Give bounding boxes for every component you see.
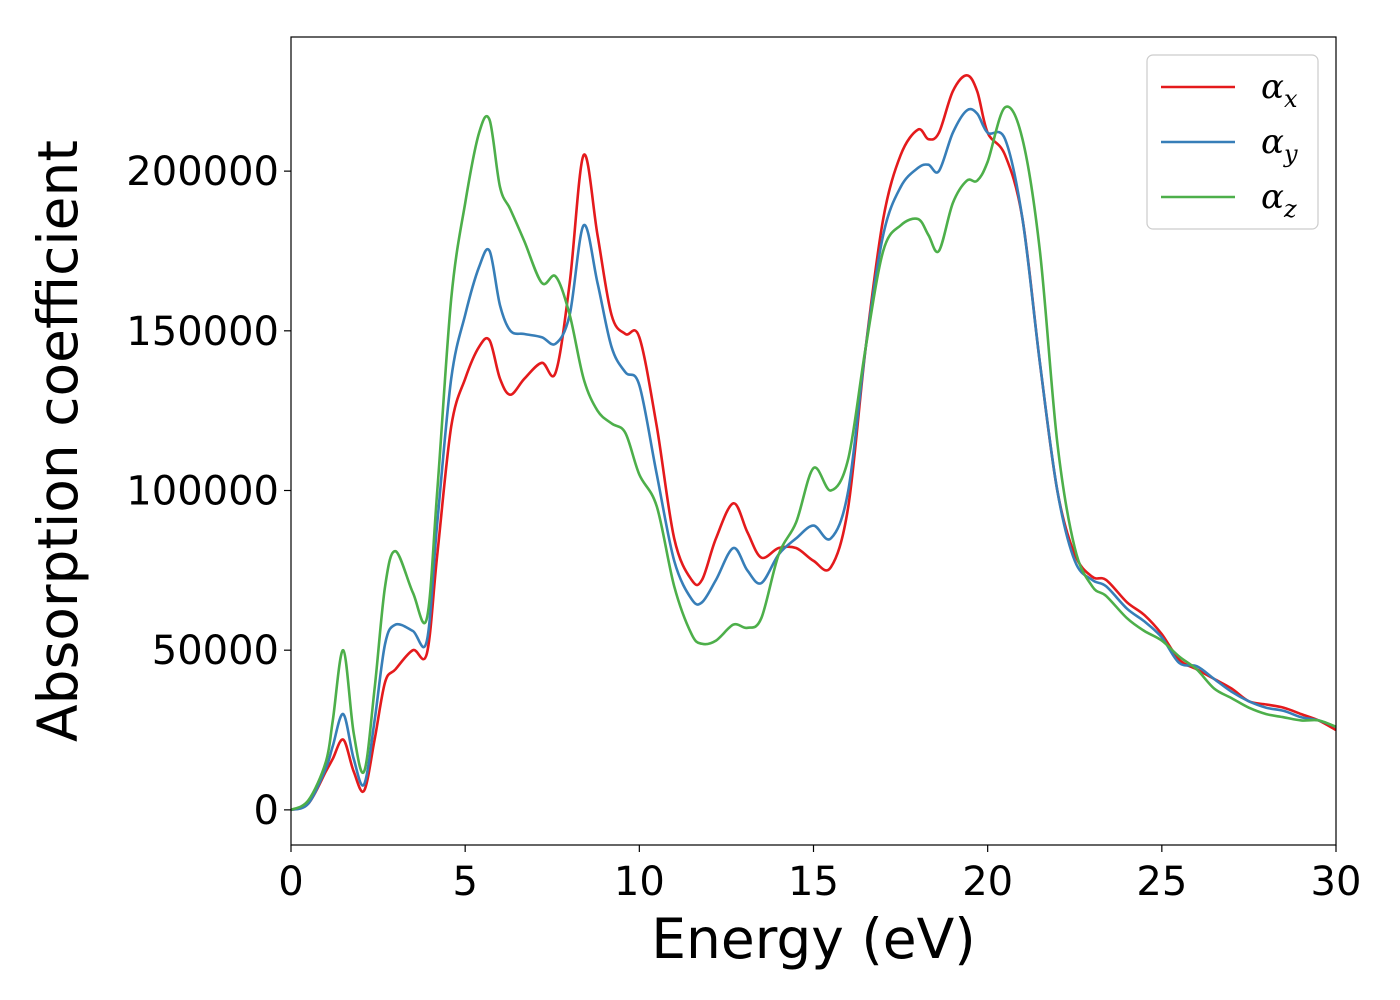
- legend-label-z: αz: [1261, 177, 1297, 223]
- x-tick-label: 15: [788, 859, 839, 905]
- y-tick-label: 50000: [152, 628, 279, 674]
- legend-label-x: αx: [1261, 67, 1298, 113]
- legend-symbol: α: [1261, 122, 1284, 162]
- y-tick-label: 100000: [126, 469, 279, 515]
- x-tick-label: 5: [452, 859, 477, 905]
- legend-subscript: y: [1283, 140, 1298, 168]
- x-axis: 0 5 10 15 20 25 30: [278, 845, 1361, 905]
- x-tick-label: 10: [614, 859, 665, 905]
- y-axis: 0 50000 100000 150000 200000: [126, 149, 291, 834]
- x-tick-label: 20: [962, 859, 1013, 905]
- legend-symbol: α: [1261, 67, 1284, 107]
- series-line-x: [291, 73, 1336, 812]
- series-layer: [291, 73, 1336, 812]
- legend-subscript: x: [1284, 85, 1298, 113]
- series-line-y: [291, 107, 1336, 812]
- y-tick-label: 0: [254, 788, 279, 834]
- y-tick-label: 200000: [126, 149, 279, 195]
- x-tick-label: 0: [278, 859, 303, 905]
- series-line-z: [291, 105, 1336, 812]
- x-tick-label: 30: [1311, 859, 1362, 905]
- x-axis-title: Energy (eV): [651, 907, 975, 971]
- y-axis-title: Absorption coefficient: [26, 140, 90, 742]
- legend-subscript: z: [1283, 195, 1297, 223]
- y-tick-label: 150000: [126, 309, 279, 355]
- legend-symbol: α: [1261, 177, 1284, 217]
- x-tick-label: 25: [1136, 859, 1187, 905]
- legend-label-y: αy: [1261, 122, 1298, 168]
